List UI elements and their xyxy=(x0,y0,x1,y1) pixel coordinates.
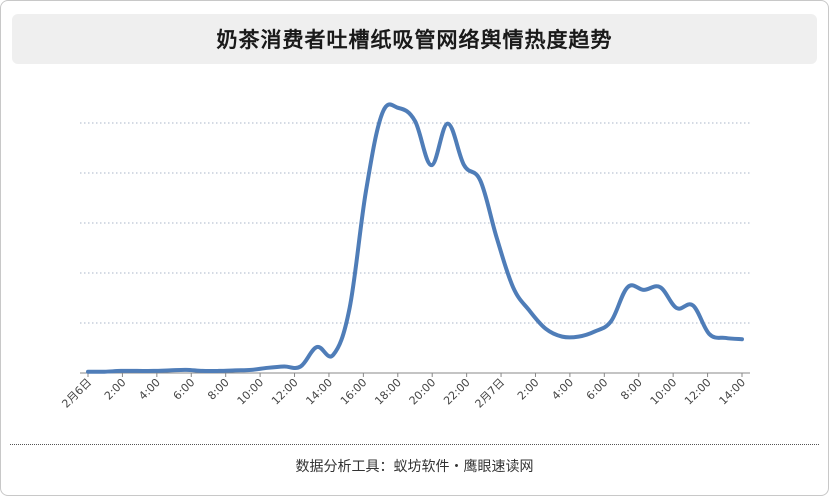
x-tick-label: 6:00 xyxy=(584,376,611,403)
x-tick-labels: 2月6日 2:00 4:00 6:00 8:00 10:00 12:00 14:00 16:00… xyxy=(59,373,748,411)
x-tick-label: 2月6日 xyxy=(59,376,94,411)
x-tick-label: 4:00 xyxy=(549,376,576,403)
x-tick-label: 2月7日 xyxy=(473,376,508,411)
grid-lines xyxy=(80,122,750,324)
x-tick-label: 12:00 xyxy=(682,376,714,408)
footer-divider xyxy=(10,444,819,445)
x-tick-label: 14:00 xyxy=(303,376,335,408)
series-line xyxy=(86,102,744,374)
x-tick-label: 10:00 xyxy=(648,376,680,408)
x-tick-label: 8:00 xyxy=(618,376,645,403)
x-tick-label: 18:00 xyxy=(372,376,404,408)
chart-title: 奶茶消费者吐槽纸吸管网络舆情热度趋势 xyxy=(216,28,613,52)
x-tick-label: 2:00 xyxy=(102,376,129,403)
x-tick-label: 2:00 xyxy=(515,376,542,403)
footer-source: 数据分析工具：蚁坊软件・鹰眼速读网 xyxy=(295,459,534,475)
x-tick-label: 8:00 xyxy=(205,376,232,403)
x-tick-label: 14:00 xyxy=(717,376,749,408)
x-tick-label: 16:00 xyxy=(338,376,370,408)
x-tick-label: 10:00 xyxy=(235,376,267,408)
x-tick-label: 6:00 xyxy=(171,376,198,403)
x-tick-label: 12:00 xyxy=(269,376,301,408)
x-tick-label: 4:00 xyxy=(136,376,163,403)
x-tick-label: 22:00 xyxy=(441,376,473,408)
title-bar: 奶茶消费者吐槽纸吸管网络舆情热度趋势 xyxy=(12,14,817,64)
x-tick-label: 20:00 xyxy=(407,376,439,408)
